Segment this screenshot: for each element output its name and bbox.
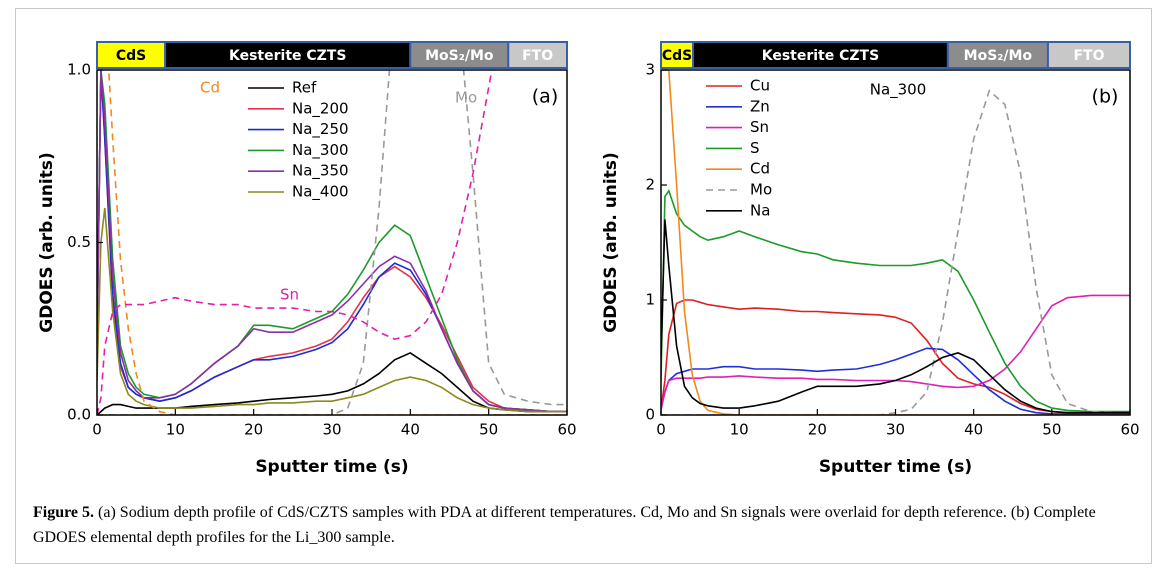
series-line [661,347,1130,415]
series-line [661,89,1130,415]
x-tick-label: 50 [479,421,498,439]
series-line [661,294,1130,410]
series-line [97,351,567,415]
x-tick-label: 60 [557,421,576,439]
curve-label: Mo [455,89,477,107]
y-tick-label: 1 [645,291,655,309]
annotation: Na_300 [870,81,927,100]
x-tick-label: 20 [244,421,263,439]
series-line [97,70,567,415]
x-axis-label: Sputter time (s) [255,457,408,477]
legend-label: Cd [750,160,770,178]
legend-label: Na_350 [292,162,349,181]
x-tick-label: 60 [1120,421,1139,439]
x-tick-label: 30 [322,421,341,439]
series-line [661,299,1130,414]
x-tick-label: 40 [401,421,420,439]
legend-label: Cu [750,77,770,95]
layer-band [692,41,949,69]
y-tick-label: 0.0 [67,406,91,424]
layer-label: CdS [116,48,146,64]
series-line [661,189,1130,413]
y-tick-label: 2 [645,176,655,194]
curve-label: Cd [200,79,220,97]
series-line [661,219,1130,414]
layer-band [1046,41,1132,69]
layer-band [507,41,568,69]
caption-text: (a) Sodium depth profile of CdS/CZTS sam… [33,504,1096,546]
annotation: (b) [1092,86,1119,108]
x-tick-label: 10 [166,421,185,439]
y-axis-label: GDOES (arb. units) [37,152,57,333]
caption-label: Figure 5. [33,504,95,521]
plot-frame [660,69,1131,416]
series-line [97,207,567,413]
layer-band [96,41,167,69]
legend-label: Na_300 [292,141,349,160]
y-tick-label: 0.5 [67,233,91,251]
x-tick-label: 40 [964,421,983,439]
x-tick-label: 0 [92,421,102,439]
y-tick-label: 3 [645,61,655,79]
layer-band [946,41,1049,69]
layer-label: Kesterite CZTS [229,48,346,64]
x-tick-label: 0 [656,421,666,439]
layer-label: FTO [522,48,553,64]
x-axis-label: Sputter time (s) [819,457,972,477]
legend-label: Na_250 [292,120,349,139]
layer-band [164,41,412,69]
x-tick-label: 10 [730,421,749,439]
x-tick-label: 50 [1042,421,1061,439]
series-line [97,70,493,415]
caption: Figure 5. (a) Sodium depth profile of Cd… [33,500,1113,550]
annotation: (a) [532,86,558,108]
y-tick-label: 0 [645,406,655,424]
series-line [661,70,1130,415]
curve-label: Sn [280,286,299,304]
legend-label: Na_200 [292,99,349,118]
layer-label: MoS₂/Mo [425,48,494,64]
legend-label: Ref [292,79,317,97]
legend-label: Sn [750,118,769,136]
layer-label: MoS₂/Mo [964,48,1033,64]
legend-label: S [750,139,760,157]
figure-frame [15,8,1152,564]
y-tick-label: 1.0 [67,61,91,79]
legend-label: Mo [750,181,772,199]
x-tick-label: 30 [886,421,905,439]
legend-label: Na [750,201,770,219]
layer-label: CdS [662,48,692,64]
layer-label: FTO [1073,48,1104,64]
layer-label: Kesterite CZTS [762,48,879,64]
y-axis-label: GDOES (arb. units) [601,152,621,333]
legend-label: Zn [750,97,770,115]
legend-label: Na_400 [292,183,349,202]
x-tick-label: 20 [808,421,827,439]
series-line [97,70,567,413]
